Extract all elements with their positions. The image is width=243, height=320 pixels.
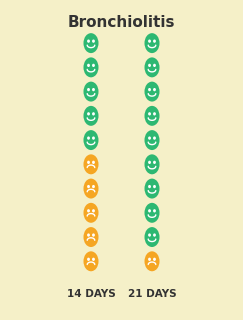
Circle shape — [88, 137, 89, 139]
Circle shape — [84, 82, 98, 101]
Circle shape — [84, 179, 98, 198]
Circle shape — [88, 210, 89, 212]
Circle shape — [93, 186, 94, 188]
Circle shape — [154, 40, 155, 42]
Circle shape — [154, 210, 155, 212]
Circle shape — [93, 234, 94, 236]
Circle shape — [88, 113, 89, 115]
Circle shape — [88, 40, 89, 42]
Circle shape — [84, 251, 98, 271]
Circle shape — [93, 40, 94, 42]
Circle shape — [145, 57, 159, 77]
Circle shape — [145, 227, 159, 247]
Circle shape — [88, 258, 89, 260]
Circle shape — [149, 113, 150, 115]
Circle shape — [93, 89, 94, 91]
Circle shape — [93, 137, 94, 139]
Circle shape — [149, 161, 150, 163]
Circle shape — [93, 113, 94, 115]
Circle shape — [88, 89, 89, 91]
Circle shape — [149, 258, 150, 260]
Circle shape — [145, 130, 159, 150]
Circle shape — [149, 40, 150, 42]
Circle shape — [149, 210, 150, 212]
Circle shape — [149, 186, 150, 188]
Circle shape — [93, 210, 94, 212]
Circle shape — [84, 130, 98, 150]
Circle shape — [88, 186, 89, 188]
Circle shape — [154, 234, 155, 236]
Circle shape — [84, 227, 98, 247]
Text: Bronchiolitis: Bronchiolitis — [68, 15, 175, 30]
Circle shape — [154, 137, 155, 139]
Circle shape — [149, 137, 150, 139]
Circle shape — [145, 251, 159, 271]
Circle shape — [84, 106, 98, 126]
Circle shape — [149, 89, 150, 91]
Circle shape — [154, 186, 155, 188]
Circle shape — [93, 258, 94, 260]
Circle shape — [149, 64, 150, 66]
Circle shape — [84, 154, 98, 174]
Circle shape — [145, 203, 159, 223]
Circle shape — [84, 203, 98, 223]
Circle shape — [93, 64, 94, 66]
Circle shape — [93, 161, 94, 163]
Circle shape — [84, 57, 98, 77]
Circle shape — [154, 258, 155, 260]
Circle shape — [88, 64, 89, 66]
Text: 21 DAYS: 21 DAYS — [128, 289, 176, 299]
Text: 14 DAYS: 14 DAYS — [67, 289, 115, 299]
Circle shape — [145, 33, 159, 53]
Circle shape — [145, 82, 159, 101]
Circle shape — [154, 64, 155, 66]
Circle shape — [84, 33, 98, 53]
Circle shape — [88, 234, 89, 236]
Circle shape — [88, 161, 89, 163]
Circle shape — [145, 106, 159, 126]
Circle shape — [149, 234, 150, 236]
Circle shape — [154, 161, 155, 163]
Circle shape — [154, 89, 155, 91]
Circle shape — [145, 179, 159, 198]
Circle shape — [154, 113, 155, 115]
Circle shape — [145, 154, 159, 174]
